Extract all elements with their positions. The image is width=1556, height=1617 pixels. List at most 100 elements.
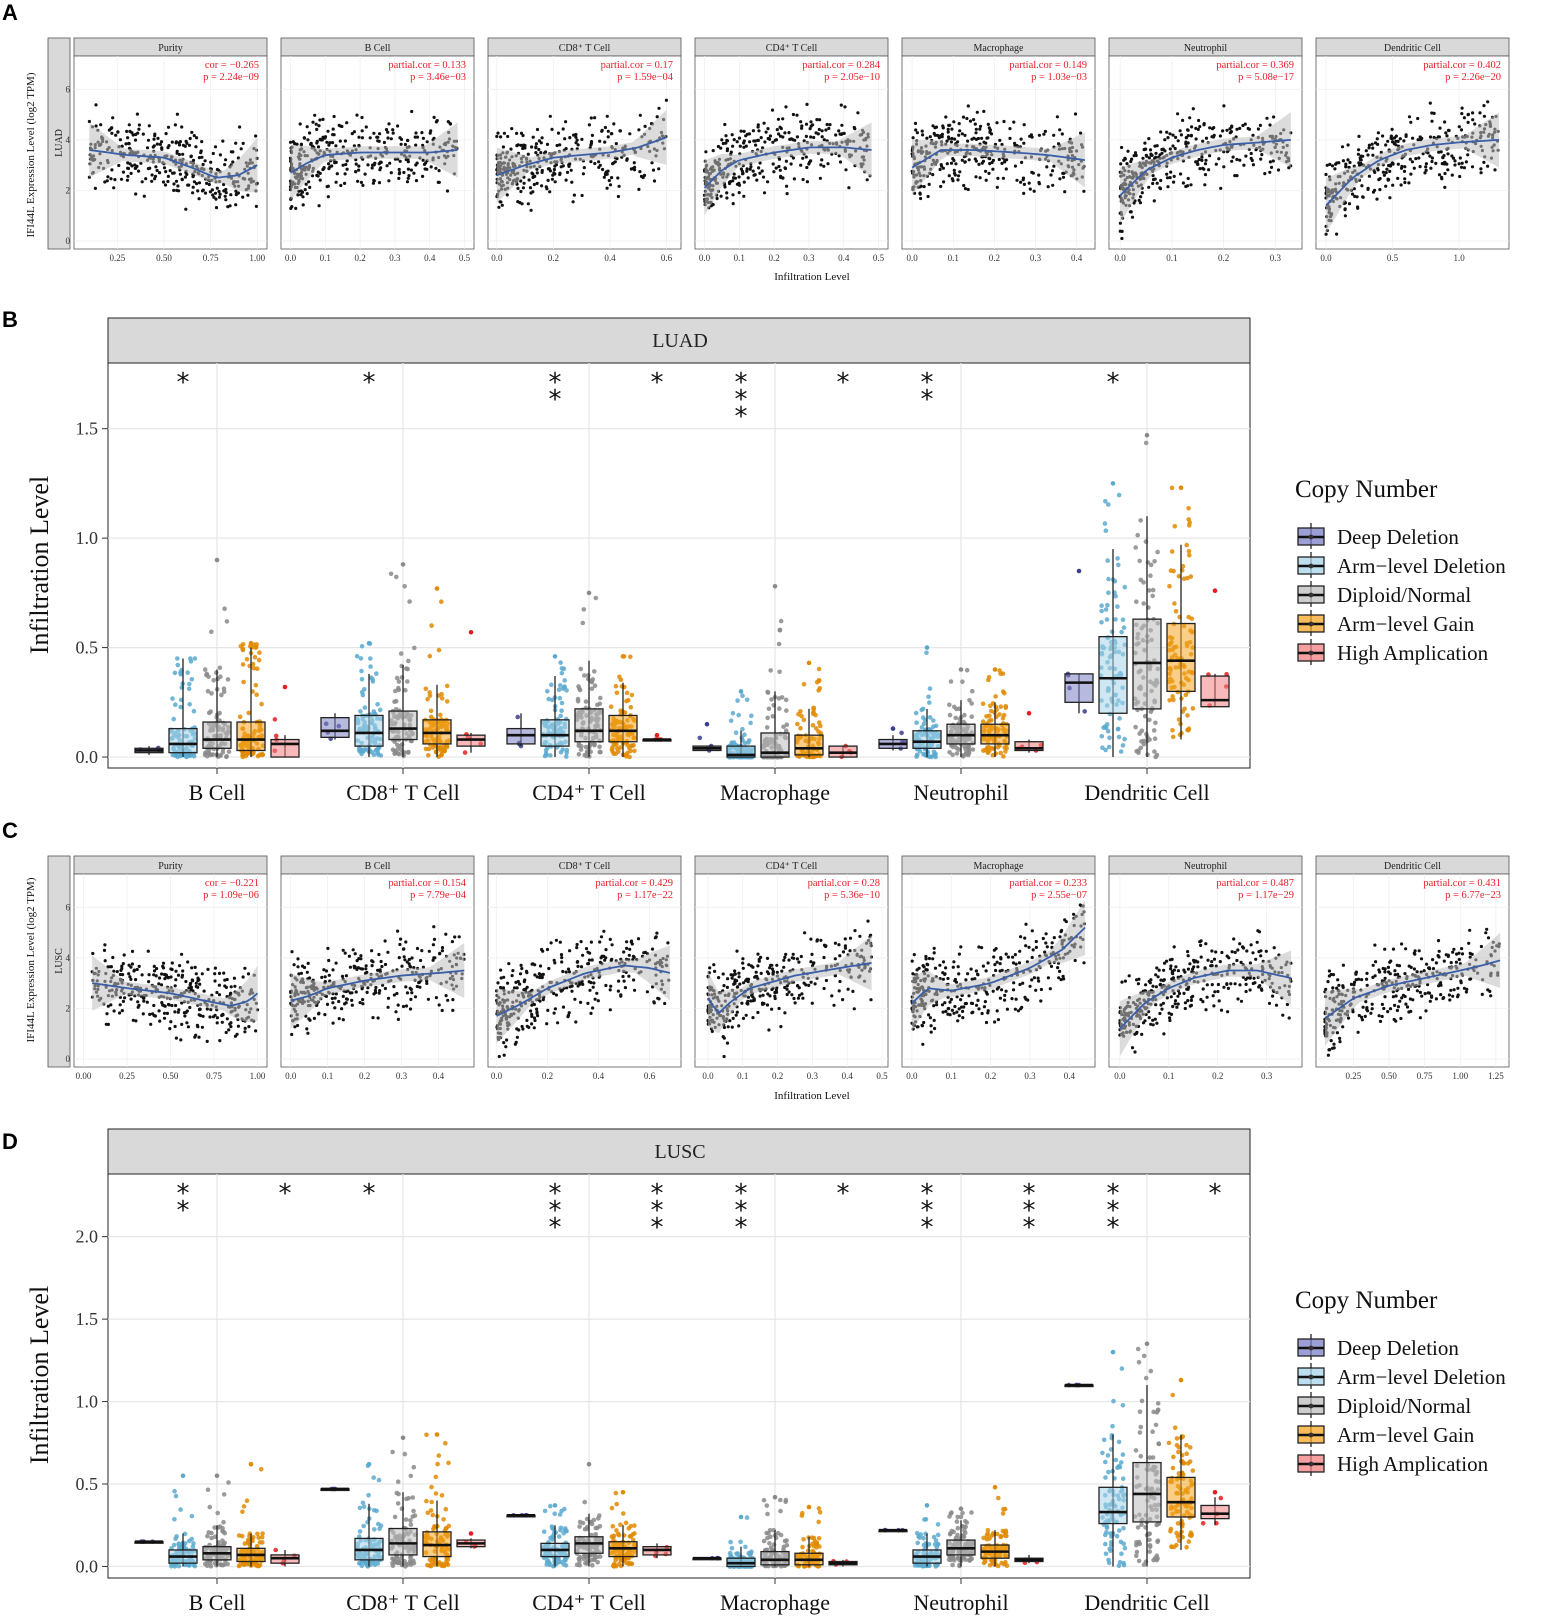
jitter-point <box>817 720 822 725</box>
scatter-point <box>789 137 794 141</box>
scatter-point <box>715 196 719 201</box>
confidence-band <box>1120 112 1291 223</box>
scatter-point <box>360 136 364 140</box>
scatter-point <box>1141 156 1145 160</box>
scatter-point <box>1259 157 1263 161</box>
jitter-point <box>1153 720 1158 726</box>
scatter-point <box>811 123 815 127</box>
scatter-point <box>406 176 410 180</box>
jitter-point <box>558 750 564 755</box>
scatter-point <box>172 182 176 186</box>
scatter-point <box>127 972 131 976</box>
scatter-point <box>337 123 341 127</box>
facet-title: Purity <box>158 861 182 872</box>
scatter-point <box>1376 131 1380 135</box>
scatter-point <box>618 129 622 133</box>
scatter-point <box>948 123 952 127</box>
scatter-point <box>1402 169 1407 173</box>
p-value-stat: p = 2.24e−09 <box>203 72 259 83</box>
jitter-point <box>396 687 402 693</box>
scatter-point <box>762 121 766 125</box>
jitter-point <box>359 676 365 682</box>
jitter-point <box>427 653 433 659</box>
scatter-point <box>1444 131 1448 135</box>
scatter-point <box>1130 215 1135 219</box>
scatter-point <box>576 143 580 147</box>
significance-star: * <box>177 368 190 398</box>
scatter-point <box>609 132 614 136</box>
scatter-point <box>343 139 347 143</box>
scatter-point <box>164 132 168 136</box>
scatter-point <box>570 180 574 184</box>
scatter-point <box>738 144 742 148</box>
scatter-point <box>540 184 544 188</box>
scatter-point <box>234 189 238 193</box>
jitter-point <box>1115 726 1121 732</box>
scatter-point <box>545 142 550 146</box>
scatter-point <box>415 135 420 139</box>
y-tick-label: 0.5 <box>76 638 99 658</box>
scatter-point <box>1385 167 1389 171</box>
x-tick-label: 0.6 <box>661 253 673 263</box>
p-value-stat: p = 3.46e−03 <box>410 72 466 83</box>
scatter-point <box>1238 126 1242 130</box>
jitter-point <box>377 707 383 713</box>
scatter-point <box>571 200 575 204</box>
scatter-point <box>217 189 221 194</box>
scatter-point <box>1179 133 1183 137</box>
jitter-point <box>214 670 219 675</box>
scatter-point <box>1271 159 1275 163</box>
scatter-point <box>1179 172 1183 176</box>
scatter-point <box>1022 123 1026 127</box>
box <box>608 714 638 743</box>
scatter-point <box>1424 165 1428 169</box>
x-tick-label: 0.4 <box>604 253 616 263</box>
scatter-point <box>766 127 770 131</box>
scatter-point <box>516 200 520 204</box>
scatter-point <box>365 990 369 995</box>
scatter-point <box>127 142 131 146</box>
scatter-point <box>1373 188 1377 192</box>
scatter-point <box>638 113 642 117</box>
scatter-point <box>198 982 202 986</box>
jitter-point <box>257 650 262 655</box>
jitter-point <box>368 664 373 669</box>
scatter-point <box>229 1021 233 1025</box>
scatter-point <box>172 171 176 175</box>
scatter-point <box>496 131 500 135</box>
scatter-point <box>739 129 743 133</box>
scatter-point <box>1439 150 1443 154</box>
scatter-point <box>749 165 753 169</box>
scatter-point <box>148 1012 152 1017</box>
jitter-point <box>1107 735 1112 741</box>
scatter-point <box>194 145 198 149</box>
jitter-point <box>1117 716 1122 721</box>
scatter-point <box>995 185 999 189</box>
scatter-point <box>448 122 453 126</box>
scatter-point <box>1335 161 1339 165</box>
scatter-point <box>142 194 146 198</box>
scatter-point <box>919 196 923 201</box>
scatter-point <box>158 976 162 980</box>
scatter-point <box>139 161 143 165</box>
jitter-point <box>359 747 365 753</box>
scatter-point <box>500 203 504 207</box>
scatter-point <box>1464 160 1468 164</box>
scatter-point <box>180 1022 184 1026</box>
scatter-point <box>126 136 130 140</box>
jitter-point <box>629 692 635 698</box>
scatter-point <box>436 180 440 184</box>
scatter-point <box>968 119 973 123</box>
outlier-point <box>1144 432 1150 438</box>
scatter-point <box>497 205 501 209</box>
scatter-point <box>741 171 745 175</box>
scatter-point <box>1154 151 1158 155</box>
scatter-point <box>720 138 724 142</box>
outlier-point <box>1110 481 1116 486</box>
x-tick-label: 0.5 <box>873 253 885 263</box>
scatter-point <box>315 127 319 131</box>
jitter-point <box>1122 736 1127 742</box>
scatter-point <box>921 133 925 137</box>
scatter-point <box>1268 170 1272 174</box>
scatter-point <box>953 173 957 177</box>
